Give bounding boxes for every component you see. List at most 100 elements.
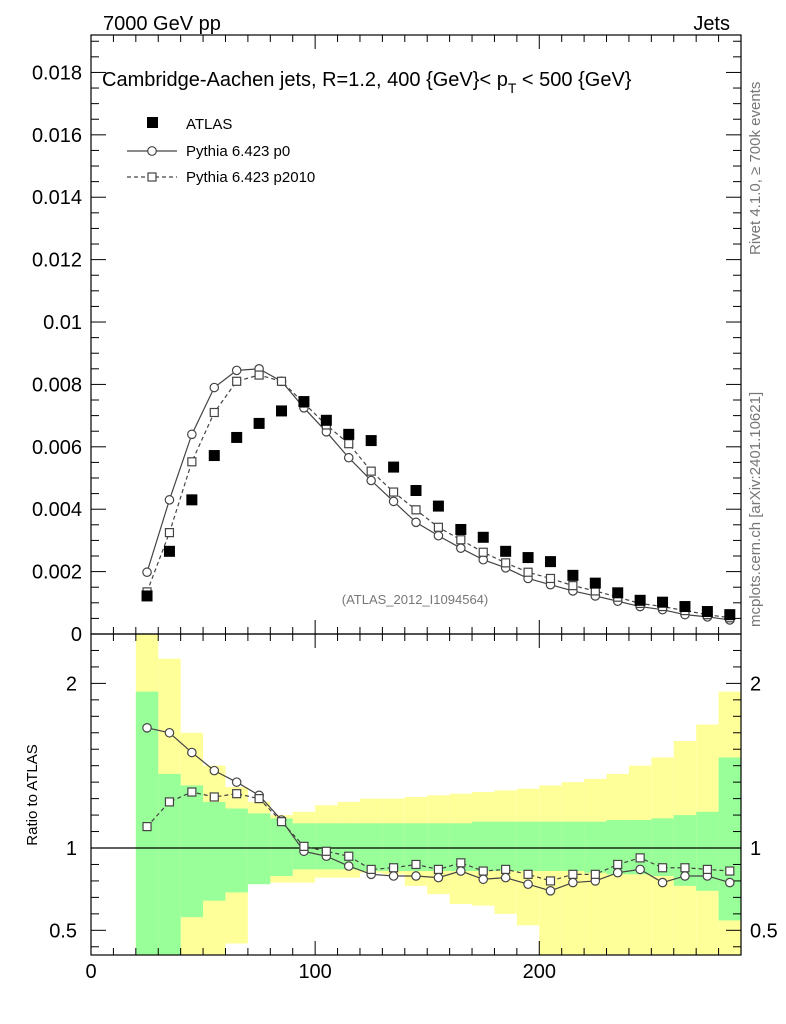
ratio-point-p2010: [321, 846, 331, 856]
ratio-point-p2010: [702, 864, 712, 875]
ratio-band-inner-bin: [561, 821, 585, 872]
ratio-band-inner-bin: [606, 820, 629, 875]
y-tick-label-ratio-right: 2: [750, 673, 761, 695]
ratio-band-outer: [135, 634, 741, 955]
ratio-point-p2010: [299, 841, 309, 851]
y-tick-label-main: 0.01: [43, 312, 82, 334]
point-p0: [187, 429, 197, 440]
point-p2010: [276, 376, 287, 386]
ratio-point-p2010: [657, 863, 668, 873]
ratio-band-inner: [135, 691, 741, 955]
ratio-series-layer: [142, 723, 735, 896]
ratio-band-inner-bin: [359, 823, 383, 872]
point-atlas: [231, 431, 243, 443]
point-atlas: [388, 461, 400, 473]
ratio-point-p0: [680, 871, 690, 881]
ratio-point-p2010: [501, 864, 511, 875]
plot-title-tail: < 500 {GeV}: [516, 69, 631, 91]
point-atlas: [634, 594, 646, 606]
point-atlas: [320, 414, 332, 426]
point-atlas: [477, 531, 489, 543]
ratio-band-inner-bin: [494, 821, 517, 872]
x-tick-label: 100: [298, 961, 331, 983]
point-p2010: [388, 487, 399, 497]
ratio-point-p2010: [187, 787, 197, 797]
point-atlas: [365, 435, 377, 447]
point-p2010: [366, 466, 376, 476]
ratio-band-inner-bin: [315, 823, 338, 870]
ratio-point-p2010: [456, 858, 466, 868]
y-tick-label-ratio-right: 0.5: [750, 920, 778, 942]
x-tick-label: 0: [85, 961, 96, 983]
ratio-point-p2010: [254, 794, 264, 804]
point-atlas: [724, 609, 736, 621]
analysis-id-label: (ATLAS_2012_I1094564): [342, 592, 488, 607]
ratio-band-inner-bin: [696, 811, 719, 891]
plot-title-subscript: T: [508, 80, 517, 96]
ratio-point-p0: [568, 877, 578, 888]
ratio-band-inner-bin: [158, 773, 181, 955]
point-atlas: [298, 396, 310, 408]
point-atlas: [589, 577, 601, 589]
y-tick-label-main: 0.004: [32, 499, 82, 521]
point-p2010: [187, 457, 197, 467]
point-p2010: [478, 547, 488, 557]
ratio-point-p2010: [545, 876, 556, 886]
legend-label-p0: Pythia 6.423 p0: [186, 143, 290, 160]
ratio-point-p2010: [232, 789, 242, 799]
ratio-point-p2010: [478, 866, 488, 876]
ratio-band-inner-bin: [516, 821, 540, 872]
point-atlas: [701, 606, 713, 618]
y-tick-label-ratio: 1: [66, 838, 77, 860]
legend-label-p2010: Pythia 6.423 p2010: [186, 169, 315, 186]
header-energy-label: 7000 GeV pp: [103, 13, 221, 35]
y-tick-label-main: 0.008: [32, 374, 82, 396]
point-atlas: [410, 484, 422, 496]
point-p2010: [232, 376, 242, 386]
ratio-band-inner-bin: [270, 818, 293, 876]
ratio-point-p2010: [209, 792, 219, 802]
ratio-point-p2010: [164, 797, 175, 807]
ratio-point-p0: [142, 723, 152, 733]
series-line-p2010: [146, 374, 730, 619]
point-p0: [164, 495, 175, 505]
axes: 0 100 200 0 0.002 0.004 0.006 0.008 0.01 0.012 0.0…: [32, 35, 778, 983]
ratio-point-p2010: [590, 869, 600, 879]
legend-label-atlas: ATLAS: [186, 116, 232, 133]
ratio-point-p0: [388, 871, 399, 881]
ratio-point-p0: [635, 864, 645, 875]
rivet-label: Rivet 4.1.0, ≥ 700k events: [747, 82, 764, 255]
header-jets-label: Jets: [693, 13, 730, 35]
ratio-point-p2010: [613, 859, 623, 870]
ratio-point-p0: [343, 861, 354, 871]
point-p2010: [209, 407, 219, 418]
point-p0: [388, 496, 399, 507]
ratio-point-p2010: [568, 869, 578, 879]
ratio-point-p2010: [366, 864, 376, 875]
ratio-point-p0: [657, 877, 668, 888]
point-p0: [366, 475, 376, 486]
point-atlas: [500, 545, 512, 557]
y-tick-label-ratio: 2: [66, 673, 77, 695]
point-p2010: [523, 567, 533, 577]
point-p0: [411, 517, 421, 528]
ratio-point-p2010: [680, 863, 690, 873]
point-atlas: [544, 556, 556, 568]
point-p2010: [254, 370, 264, 380]
point-atlas: [679, 601, 691, 613]
ratio-point-p0: [433, 872, 444, 883]
series-line-p0: [146, 368, 730, 621]
ratio-band-inner-bin: [427, 823, 450, 872]
ratio-band-inner-bin: [584, 821, 607, 873]
ratio-point-p2010: [388, 863, 399, 873]
ratio-point-p0: [500, 872, 511, 883]
ratio-point-p0: [187, 747, 197, 758]
point-p0: [142, 567, 152, 578]
point-atlas: [276, 405, 288, 417]
ratio-band-inner-bin: [247, 813, 271, 885]
point-p2010: [501, 558, 511, 568]
y-tick-label-main: 0: [71, 624, 82, 646]
point-atlas: [253, 417, 265, 429]
ratio-point-p2010: [523, 869, 533, 879]
point-p2010: [568, 581, 578, 591]
